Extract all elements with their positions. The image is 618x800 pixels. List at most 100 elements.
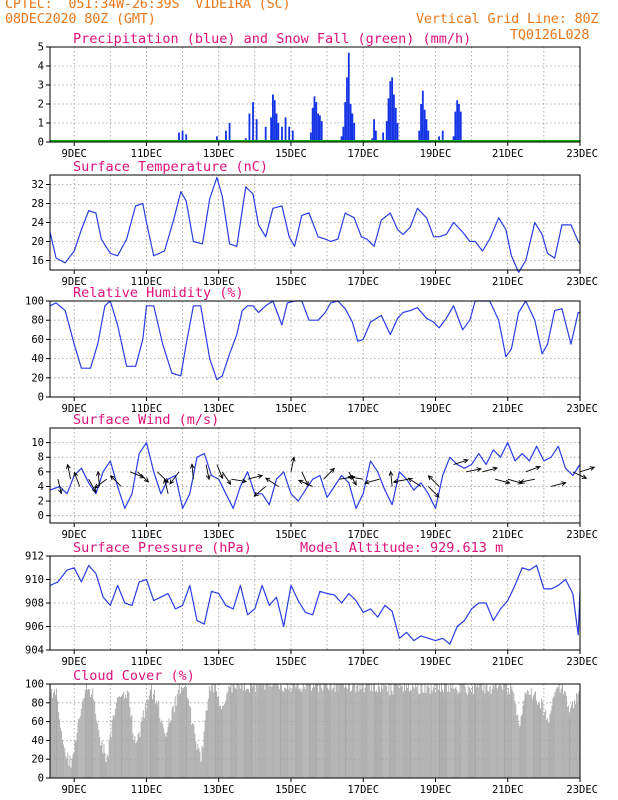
- x-tick-label: 15DEC: [275, 403, 307, 415]
- precip-bar: [393, 94, 395, 142]
- cloud-bar: [496, 690, 498, 778]
- cloud-bar: [142, 710, 144, 778]
- cloud-bar: [121, 696, 123, 778]
- wind-arrow-shaft: [97, 471, 100, 487]
- wind-arrow-shaft: [253, 486, 266, 497]
- cloud-bar: [301, 691, 303, 778]
- cloud-bar: [168, 718, 170, 778]
- wind-arrow: [163, 478, 169, 494]
- wind-arrow-head: [561, 481, 567, 486]
- cloud-bar: [509, 693, 511, 778]
- cloud-bar: [59, 719, 61, 778]
- cloud-bar: [316, 684, 318, 778]
- cloud-bar: [256, 684, 258, 778]
- cloud-bar: [549, 714, 551, 778]
- cloud-bar: [343, 687, 345, 778]
- precip-bar: [313, 96, 316, 142]
- cloud-bar: [123, 691, 125, 778]
- cloud-bar: [322, 690, 324, 778]
- cloud-bar: [304, 689, 306, 778]
- cloud-bar: [331, 689, 333, 778]
- cloud-bar: [56, 695, 58, 778]
- cloud-bar: [526, 690, 528, 778]
- cloud-bar: [336, 684, 338, 778]
- x-tick-label: 17DEC: [347, 276, 379, 288]
- cloud-bar: [488, 691, 490, 778]
- cloud-bar: [112, 715, 114, 778]
- cloud-bar: [293, 684, 295, 778]
- cloud-bar: [265, 684, 267, 778]
- cloud-bar: [449, 692, 451, 778]
- cloud-bar: [573, 708, 575, 778]
- cloud-bar: [328, 690, 330, 778]
- precip-bar: [346, 77, 348, 142]
- cloud-bar: [153, 694, 154, 778]
- wind-arrow-shaft: [579, 466, 595, 473]
- wind-arrow: [550, 481, 567, 487]
- x-tick-label: 23DEC: [566, 529, 598, 541]
- precip-bar: [317, 113, 319, 142]
- cloud-bar: [473, 694, 474, 778]
- cloud-bar: [82, 699, 84, 778]
- panel-temperature: 16 20 24 28 32 9DEC 11DEC 13DEC 15DEC 17DEC 19DEC 2…: [31, 159, 598, 288]
- cloud-bar: [275, 684, 277, 778]
- cloud-bar: [520, 716, 522, 778]
- cloud-bar: [77, 719, 79, 778]
- wind-arrow-head: [363, 479, 370, 485]
- cloud-bar: [367, 684, 369, 778]
- wind-arrow-head: [109, 475, 116, 481]
- cloud-bar: [415, 684, 417, 778]
- cloud-bar: [474, 684, 475, 778]
- cloud-bar: [100, 745, 102, 778]
- cloud-bar: [543, 714, 545, 778]
- wind-arrow-head: [58, 488, 63, 495]
- precip-bar: [255, 119, 258, 142]
- cloud-bar: [453, 692, 455, 778]
- precip-bar: [420, 104, 422, 142]
- cloud-bar: [245, 690, 246, 778]
- cloud-bar: [346, 687, 348, 778]
- precip-bar: [318, 115, 321, 142]
- cloud-bar: [303, 686, 305, 778]
- cloud-bar: [195, 741, 197, 778]
- cloud-bar: [141, 717, 143, 778]
- wind-arrow-shaft: [57, 479, 62, 494]
- cloud-bar: [383, 684, 385, 778]
- cloud-bar: [96, 720, 98, 778]
- cloud-bar: [240, 684, 242, 778]
- cloud-bar: [505, 684, 507, 778]
- cloud-bar: [391, 690, 393, 778]
- wind-arrow-shaft: [156, 471, 169, 483]
- wind-arrow-shaft: [130, 471, 145, 478]
- panel-frame: [49, 300, 581, 398]
- cloud-bar: [510, 684, 512, 778]
- y-tick-label: 906: [25, 621, 44, 633]
- precip-bar: [277, 123, 280, 142]
- cloud-bar: [491, 689, 493, 778]
- cloud-bar: [386, 686, 388, 778]
- precip-bar: [264, 126, 267, 142]
- cloud-bar: [525, 693, 527, 778]
- x-tick-label: 19DEC: [420, 656, 452, 668]
- cloud-bar: [569, 717, 571, 778]
- wind-arrow-head: [241, 478, 248, 484]
- cloud-bar: [157, 703, 159, 778]
- cloud-bar: [190, 707, 192, 778]
- cloud-bar: [544, 712, 546, 778]
- wind-arrow-shaft: [205, 464, 210, 480]
- cloud-bar: [281, 685, 283, 778]
- cloud-bar: [341, 684, 343, 778]
- x-tick-label: 15DEC: [275, 656, 307, 668]
- cloud-bar: [90, 697, 91, 778]
- cloud-bar: [392, 694, 394, 778]
- cloud-bar: [86, 684, 87, 778]
- cloud-bar: [466, 694, 468, 778]
- precip-bar: [291, 130, 294, 142]
- wind-arrow-head: [519, 479, 525, 484]
- cloud-bar: [522, 705, 524, 778]
- x-tick-label: 9DEC: [62, 148, 87, 160]
- precip-bar: [342, 126, 345, 142]
- precip-bar: [320, 121, 323, 142]
- cloud-bar: [419, 693, 421, 778]
- cloud-bar: [434, 692, 436, 778]
